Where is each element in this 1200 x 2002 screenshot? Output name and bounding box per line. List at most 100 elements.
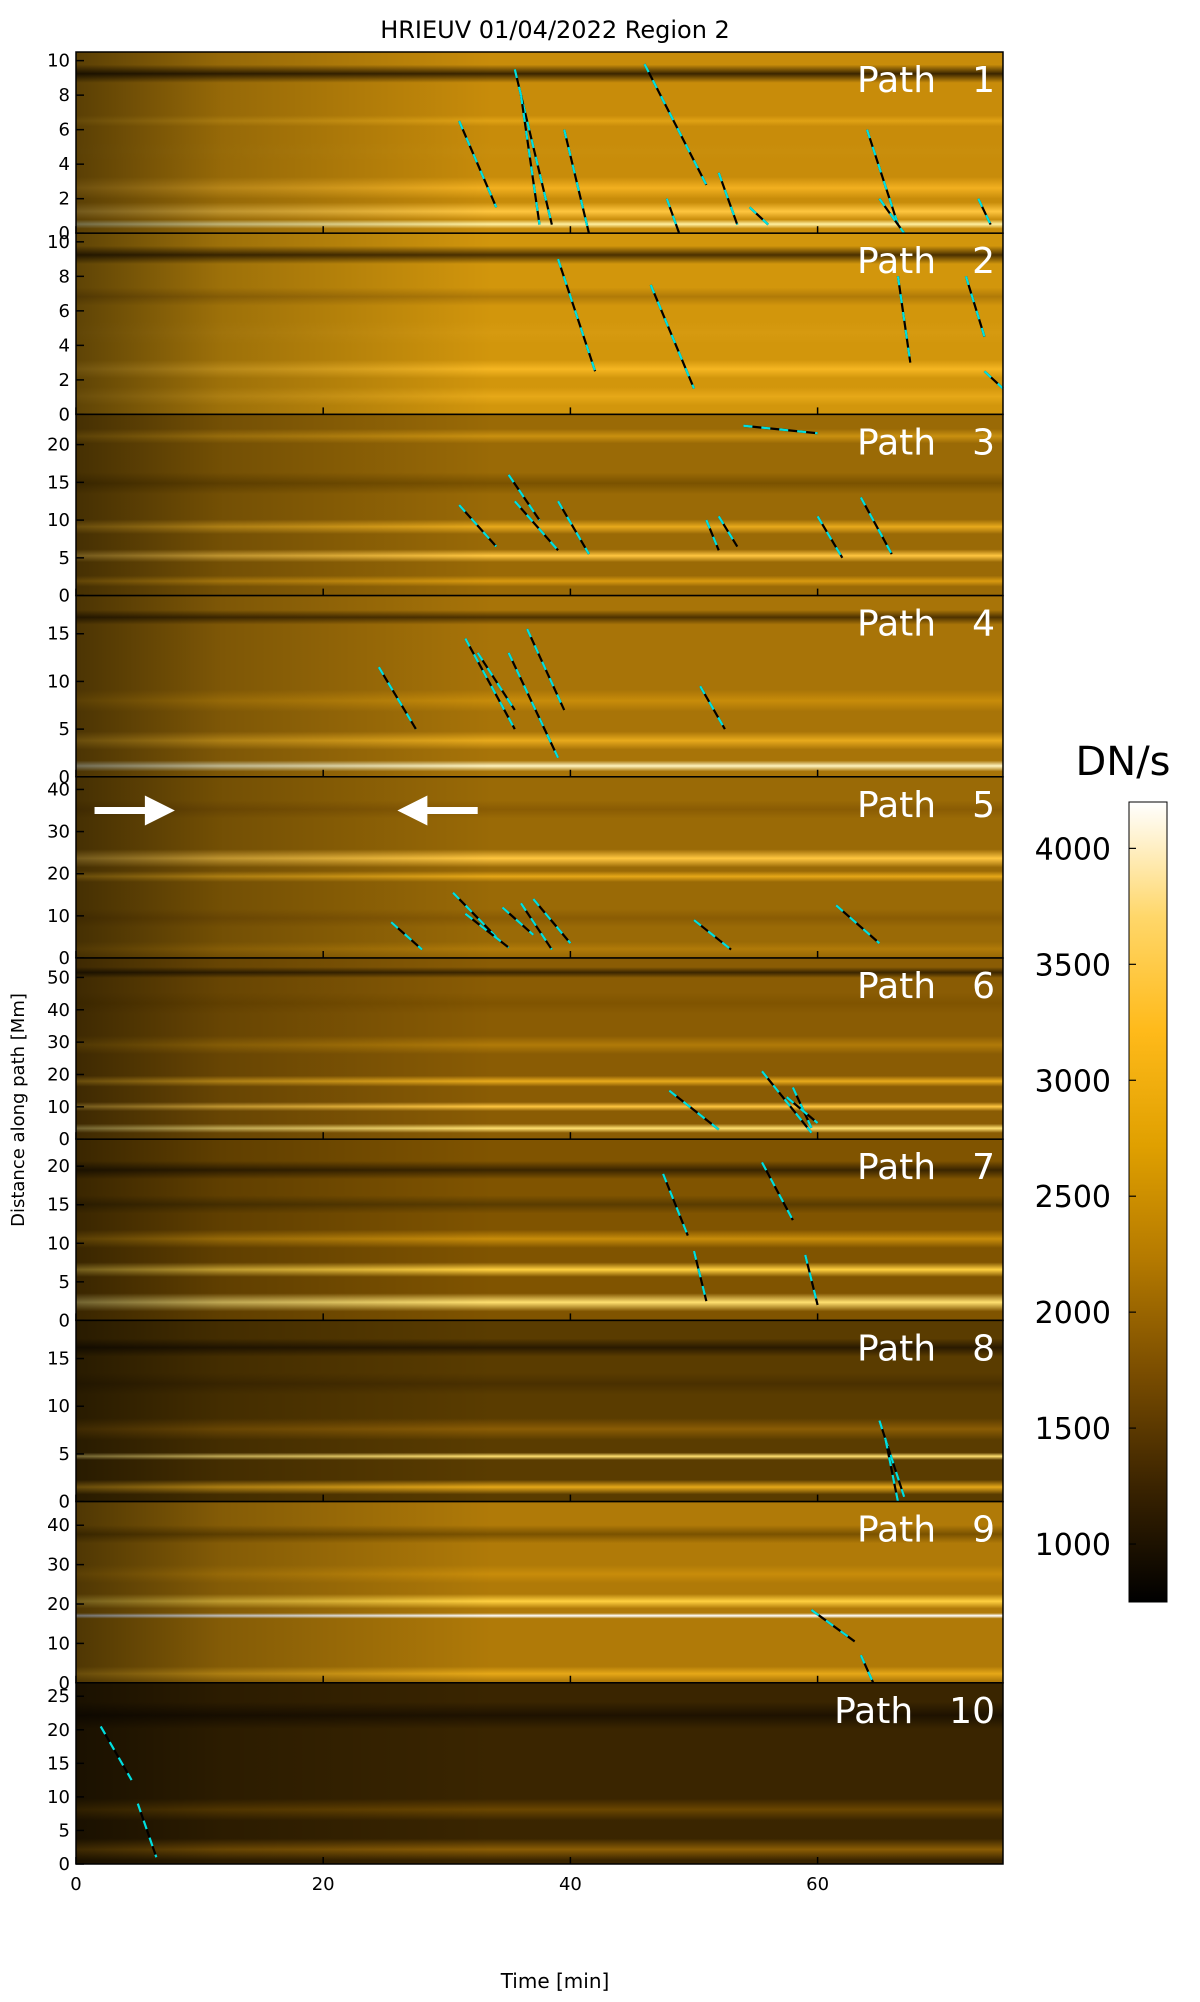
y-tick-label: 5 xyxy=(59,548,70,569)
panel-6: 0 10 20 30 40 50 Path 6 xyxy=(47,957,1004,1150)
panel-label: Path 8 xyxy=(857,1328,995,1369)
track-line xyxy=(835,904,881,945)
y-tick-label: 5 xyxy=(59,1820,70,1841)
y-tick-label: 20 xyxy=(47,1064,70,1085)
white-arrow xyxy=(397,795,478,826)
colorbar-tick-label: 3000 xyxy=(1035,1064,1111,1099)
y-tick-label: 40 xyxy=(47,779,70,800)
y-tick-label: 0 xyxy=(59,1129,70,1150)
y-tick-label: 15 xyxy=(47,1349,70,1370)
track-line-cyan xyxy=(878,1420,906,1498)
y-tick-label: 0 xyxy=(59,948,70,969)
panel-8: 0 5 10 15 Path 8 xyxy=(47,1319,1004,1513)
y-tick-label: 10 xyxy=(47,906,70,927)
x-axis: 0 20 40 60 xyxy=(70,1874,829,1895)
y-tick-label: 4 xyxy=(59,335,70,356)
panel-shading xyxy=(76,595,494,777)
track-line-cyan xyxy=(519,94,541,225)
y-tick-label: 10 xyxy=(47,1097,70,1118)
x-tick-label: 40 xyxy=(559,1874,582,1895)
y-tick-label: 15 xyxy=(47,1753,70,1774)
y-tick-label: 0 xyxy=(59,404,70,425)
track-line xyxy=(563,129,591,234)
track-line xyxy=(668,1089,720,1131)
track-line-cyan xyxy=(705,519,720,551)
panel-label: Path 9 xyxy=(857,1510,995,1551)
y-tick-label: 0 xyxy=(59,1492,70,1513)
track-line-cyan xyxy=(983,370,1004,390)
panel-7: 0 5 10 15 20 Path 7 xyxy=(47,1138,1004,1331)
panel-shading xyxy=(76,1682,494,1864)
track-line xyxy=(865,129,899,225)
track-line xyxy=(452,891,498,938)
panel-shading xyxy=(76,233,494,415)
track-line xyxy=(464,637,516,730)
y-tick-label: 0 xyxy=(59,767,70,788)
y-tick-label: 4 xyxy=(59,154,70,175)
colorbar: DN/s 1000 1500 2000 2500 3000 3500 4000 xyxy=(1035,739,1171,1603)
x-axis-label: Time [min] xyxy=(500,1969,610,1993)
x-tick-label: 20 xyxy=(312,1874,335,1895)
y-tick-label: 6 xyxy=(59,301,70,322)
panel-4: 0 5 10 15 Path 4 xyxy=(47,594,1004,788)
x-tick-label: 0 xyxy=(70,1874,81,1895)
colorbar-tick-label: 1000 xyxy=(1035,1528,1111,1563)
y-tick-label: 40 xyxy=(47,1000,70,1021)
y-tick-label: 10 xyxy=(47,1233,70,1254)
colorbar-label: DN/s xyxy=(1075,739,1170,785)
y-tick-label: 10 xyxy=(47,1787,70,1808)
panel-2: 0 2 4 6 8 10 Path 2 xyxy=(47,232,1004,425)
colorbar-tick-label: 4000 xyxy=(1035,832,1111,867)
panel-shading xyxy=(76,1139,494,1321)
track-line-cyan xyxy=(804,1254,819,1306)
y-tick-label: 20 xyxy=(47,435,70,456)
panel-5: 0 10 20 30 40 Path 5 xyxy=(47,776,1004,969)
y-tick-label: 5 xyxy=(59,719,70,740)
track-line-cyan xyxy=(526,628,566,711)
track-line-cyan xyxy=(810,1609,856,1643)
track-line-cyan xyxy=(748,206,769,226)
track-line-cyan xyxy=(513,69,553,225)
colorbar-tick-label: 2000 xyxy=(1035,1296,1111,1331)
y-tick-label: 15 xyxy=(47,1195,70,1216)
y-tick-label: 8 xyxy=(59,266,70,287)
track-line xyxy=(136,1803,158,1858)
track-line-cyan xyxy=(377,666,417,730)
panel-3: 0 5 10 15 20 Path 3 xyxy=(47,413,1004,607)
panel-shading xyxy=(76,1320,494,1502)
y-tick-label: 10 xyxy=(47,1396,70,1417)
track-line xyxy=(557,500,590,555)
track-line-cyan xyxy=(699,685,726,730)
track-line-cyan xyxy=(665,198,681,234)
track-line xyxy=(520,902,553,951)
x-tick-label: 60 xyxy=(806,1874,829,1895)
y-tick-label: 0 xyxy=(59,1673,70,1694)
track-line xyxy=(458,504,498,548)
y-tick-label: 5 xyxy=(59,1444,70,1465)
track-line-cyan xyxy=(513,500,559,552)
track-line-cyan xyxy=(717,515,739,548)
track-line-cyan xyxy=(501,906,535,936)
track-line xyxy=(859,496,893,555)
panel-shading xyxy=(76,414,494,596)
panel-label: Path 10 xyxy=(834,1691,995,1732)
track-line-cyan xyxy=(977,198,992,226)
y-tick-label: 10 xyxy=(47,232,70,253)
y-tick-label: 10 xyxy=(47,510,70,531)
track-line-cyan xyxy=(692,1250,708,1302)
y-tick-label: 40 xyxy=(47,1515,70,1536)
y-tick-label: 0 xyxy=(59,223,70,244)
y-tick-label: 10 xyxy=(47,51,70,72)
y-tick-label: 10 xyxy=(47,671,70,692)
y-tick-label: 20 xyxy=(47,1594,70,1615)
panel-10: 0 5 10 15 20 25 Path 10 xyxy=(47,1682,1004,1875)
panel-label: Path 6 xyxy=(857,966,995,1007)
panel-shading xyxy=(76,52,494,234)
panel-1: 0 2 4 6 8 10 Path 1 xyxy=(47,51,1004,244)
track-line-cyan xyxy=(556,258,597,372)
y-tick-label: 0 xyxy=(59,586,70,607)
panel-label: Path 4 xyxy=(857,604,995,645)
panel-border xyxy=(75,1682,1004,1865)
panel-9: 0 10 20 30 40 Path 9 xyxy=(47,1500,1004,1694)
